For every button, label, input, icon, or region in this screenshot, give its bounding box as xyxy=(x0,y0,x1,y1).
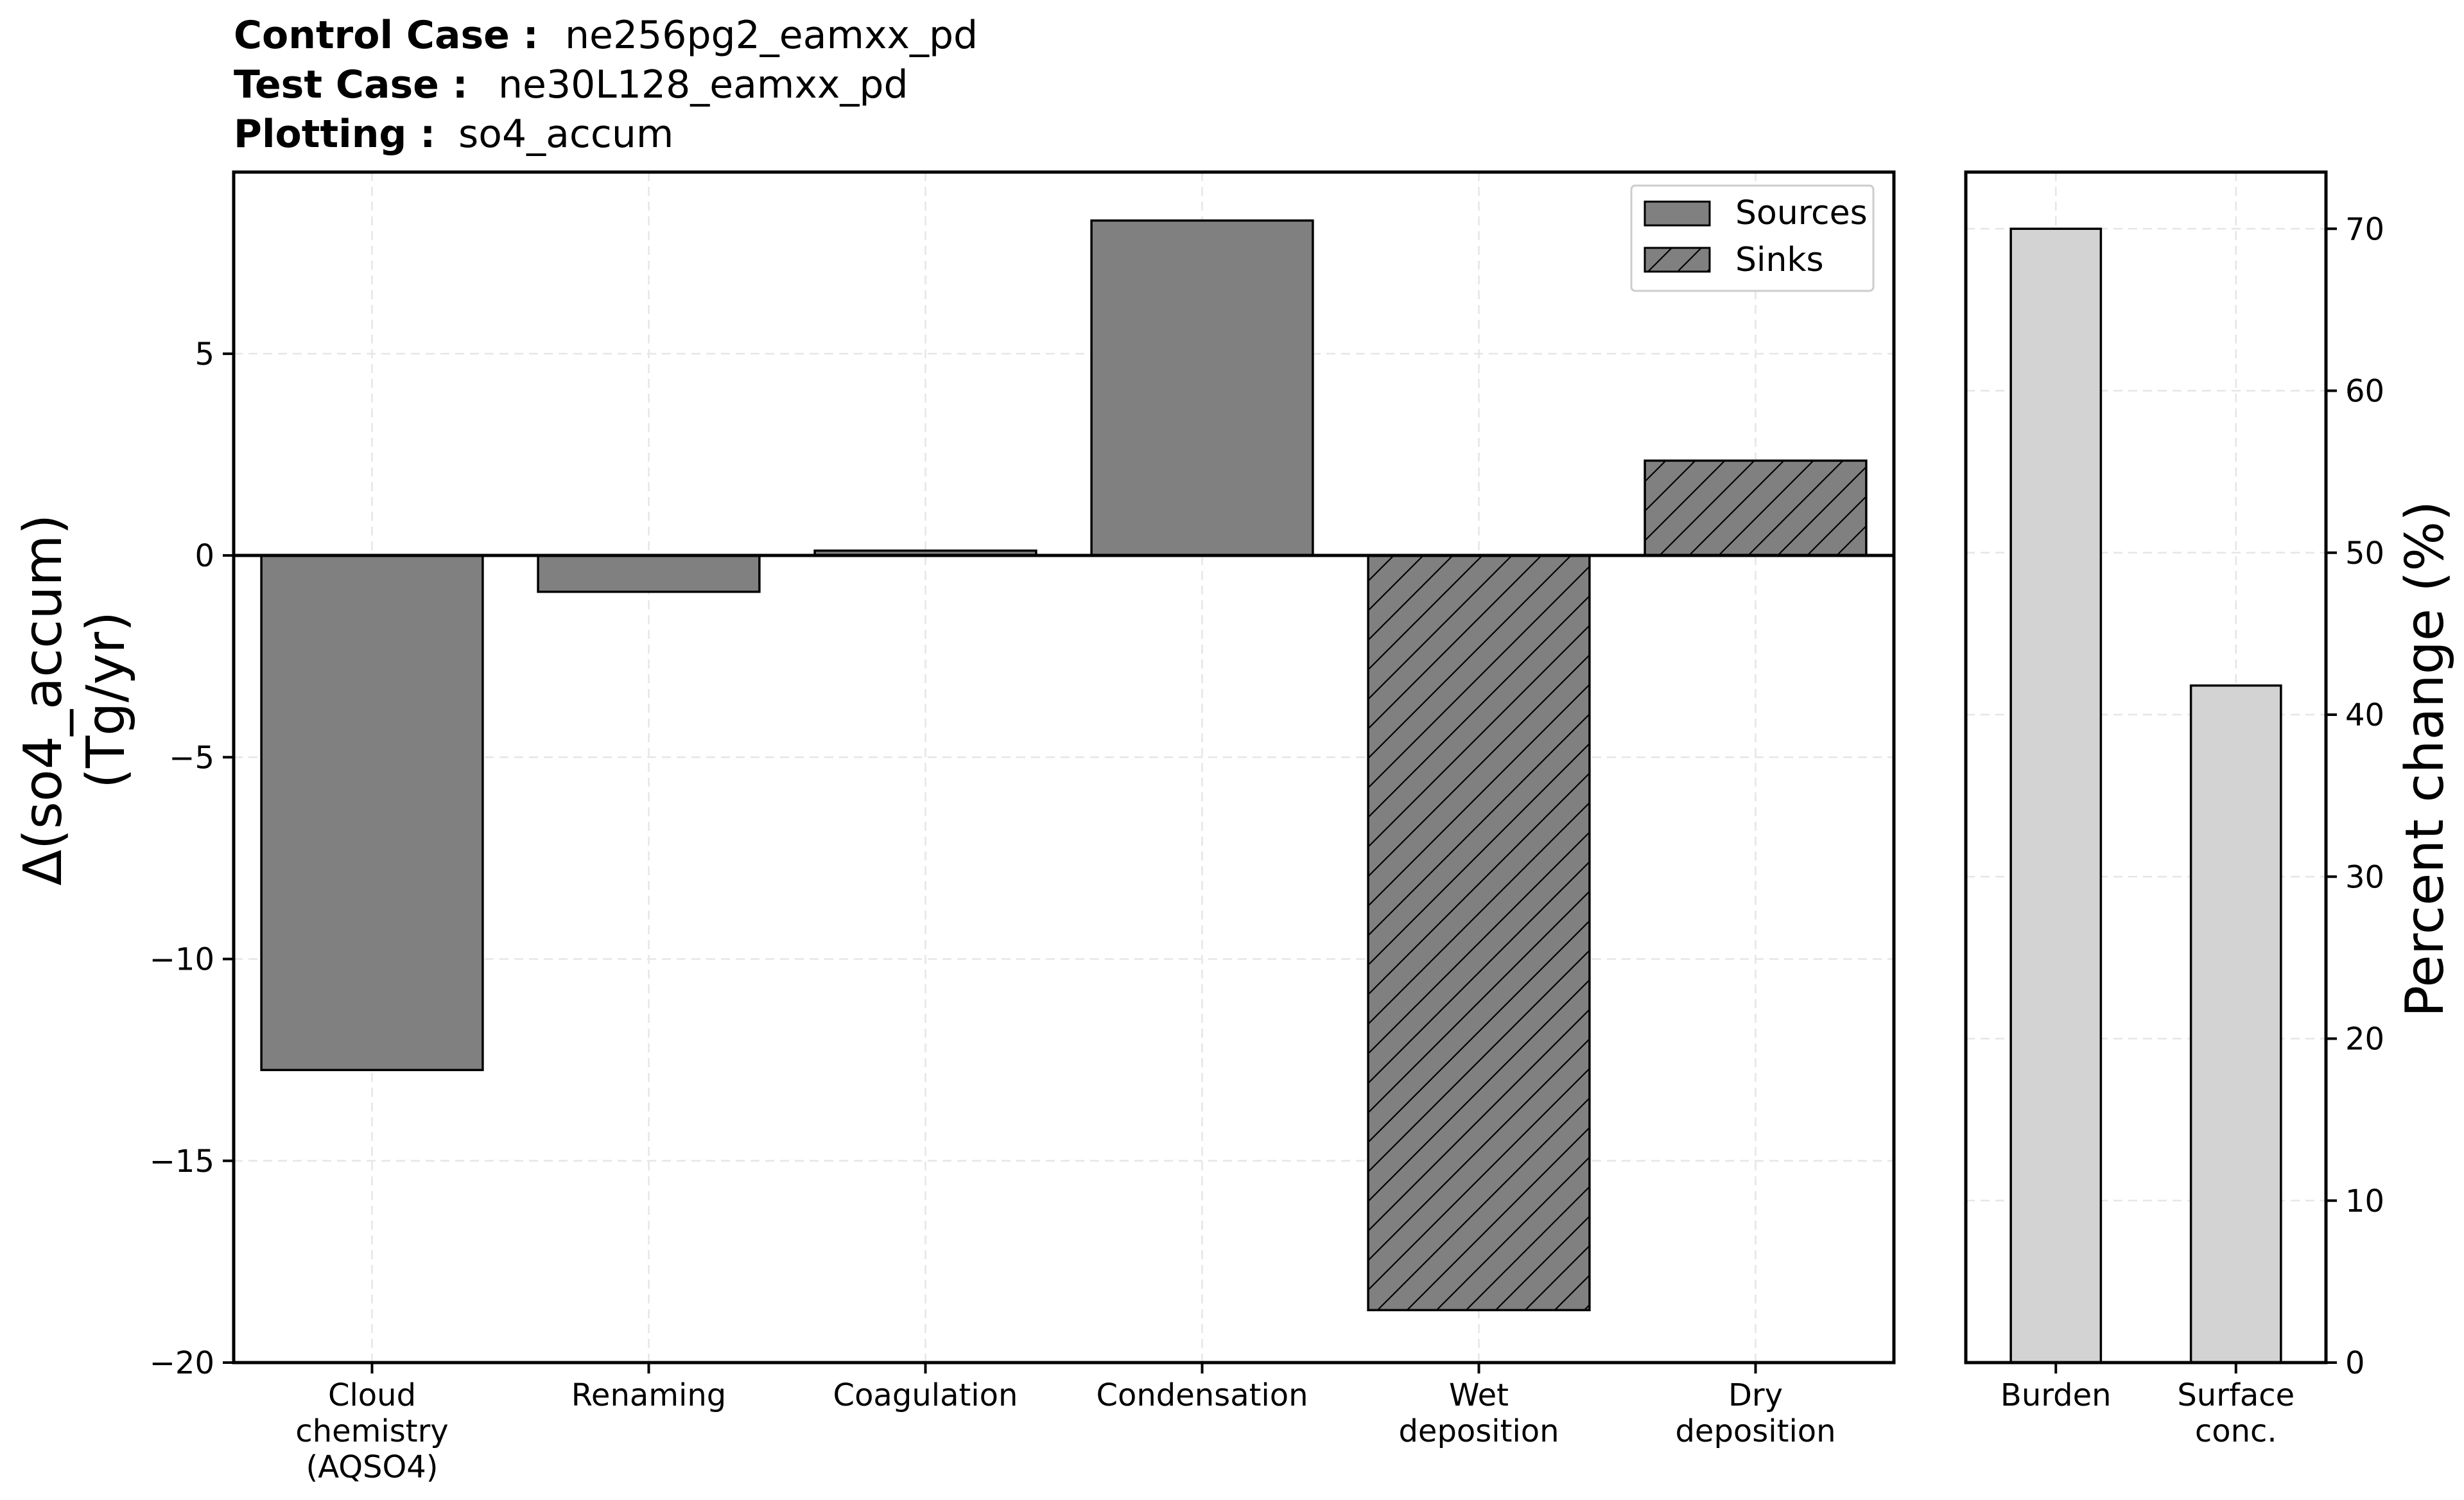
right-x-tick-label: conc. xyxy=(2195,1413,2277,1449)
bar-cloud-chemistry-aqso4 xyxy=(260,554,484,1072)
left-x-tick-label: Condensation xyxy=(1096,1377,1308,1413)
right-y-tick-label: 70 xyxy=(2345,211,2384,247)
right-y-tick-label: 60 xyxy=(2345,374,2384,410)
legend-label-sinks: Sinks xyxy=(1735,241,1824,279)
right-y-tick-label: 10 xyxy=(2345,1183,2384,1219)
control-case-value: ne256pg2_eamxx_pd xyxy=(565,13,978,58)
right-bars xyxy=(2009,227,2282,1364)
header: Control Case : ne256pg2_eamxx_pd Test Ca… xyxy=(234,13,978,157)
left-y-tick-label: −10 xyxy=(150,942,214,978)
left-y-tick-label: −5 xyxy=(169,740,214,776)
left-x-tick-label: Cloud xyxy=(328,1377,416,1413)
right-y-tick-label: 50 xyxy=(2345,536,2384,571)
legend-label-sources: Sources xyxy=(1735,194,1868,232)
bar-dry-deposition xyxy=(1644,459,1868,557)
right-y-tick-label: 40 xyxy=(2345,697,2384,733)
left-y-tick-label: 0 xyxy=(195,538,214,574)
left-x-tick-label: chemistry xyxy=(295,1413,448,1449)
right-y-axis-label: Percent change (%) xyxy=(2395,501,2456,1017)
right-x-tick-label: Burden xyxy=(2000,1377,2112,1413)
bar-renaming xyxy=(537,554,761,593)
right-y-tick-label: 0 xyxy=(2345,1345,2365,1381)
left-x-tick-label: (AQSO4) xyxy=(306,1449,438,1485)
left-x-tick-label: deposition xyxy=(1675,1413,1835,1449)
right-x-tick-label: Surface xyxy=(2177,1377,2295,1413)
left-x-tick-label: Coagulation xyxy=(833,1377,1018,1413)
left-x-tick-label: Wet xyxy=(1449,1377,1509,1413)
left-y-axis-label-line2: (Tg/yr) xyxy=(76,611,137,789)
right-y-ticks: 0 10 20 30 40 50 60 70 xyxy=(2326,211,2384,1381)
legend-swatch-sources xyxy=(1644,200,1711,227)
bar-wet-deposition xyxy=(1367,554,1591,1312)
left-x-tick-label: Renaming xyxy=(571,1377,727,1413)
left-y-tick-label: −20 xyxy=(150,1345,214,1381)
left-y-tick-label: −15 xyxy=(150,1144,214,1180)
left-y-axis-label-line1: Δ(so4_accum) xyxy=(13,514,74,885)
plotting-label: Plotting : xyxy=(234,112,435,157)
left-y-tick-label: 5 xyxy=(195,336,214,372)
control-case-label: Control Case : xyxy=(234,13,539,58)
right-y-tick-label: 20 xyxy=(2345,1022,2384,1058)
bar-burden xyxy=(2009,227,2103,1364)
bar-surface-conc xyxy=(2189,684,2282,1364)
left-y-ticks: 5 0 −5 −10 −15 −20 xyxy=(150,336,234,1381)
left-bars xyxy=(260,219,1868,1312)
left-axes-frame xyxy=(232,170,1896,1365)
legend-swatch-sinks xyxy=(1644,247,1711,273)
plotting-value: so4_accum xyxy=(458,112,673,157)
left-x-tick-label: deposition xyxy=(1398,1413,1559,1449)
right-axes-frame xyxy=(1964,170,2328,1365)
legend: Sources Sinks xyxy=(1630,184,1875,292)
left-x-tick-label: Dry xyxy=(1728,1377,1783,1413)
right-y-tick-label: 30 xyxy=(2345,859,2384,895)
test-case-value: ne30L128_eamxx_pd xyxy=(498,62,908,107)
test-case-label: Test Case : xyxy=(234,62,468,107)
bar-condensation xyxy=(1090,219,1314,557)
